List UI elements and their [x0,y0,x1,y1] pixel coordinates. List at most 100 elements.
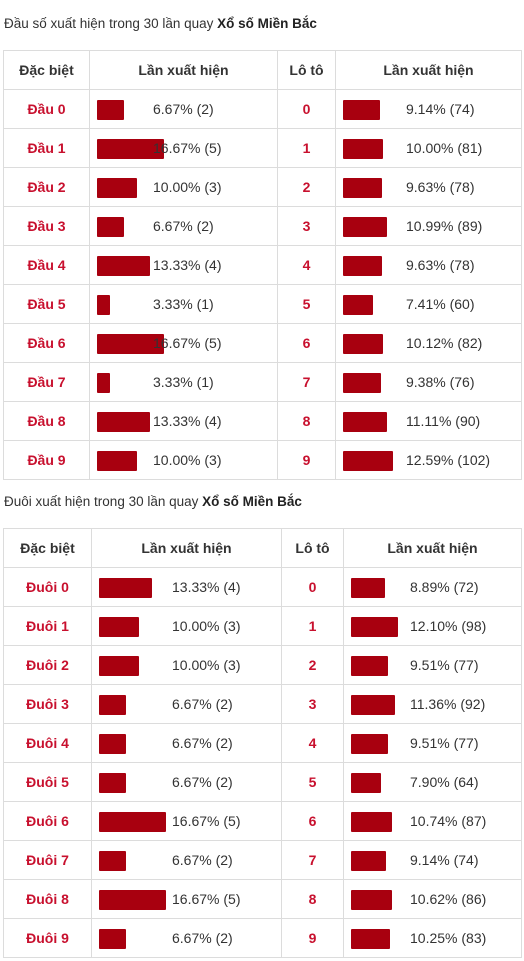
lo-number: 1 [277,128,336,168]
lo-number: 7 [277,362,336,402]
db-frequency-value: 6.67% (2) [172,930,233,946]
lo-number: 0 [281,567,344,607]
table-row: Đầu 2 10.00% (3) 2 9.63% (78) [3,167,522,207]
row-label: Đầu 9 [3,440,90,480]
db-frequency-bar [97,412,150,432]
db-frequency-bar [99,734,126,754]
lo-frequency-cell: 8.89% (72) [343,567,522,607]
row-label: Đuôi 1 [3,606,92,646]
lo-frequency-value: 11.11% (90) [406,413,481,429]
lo-number: 5 [281,762,344,802]
table-row: Đuôi 1 10.00% (3) 1 12.10% (98) [3,606,522,646]
row-label: Đuôi 3 [3,684,92,724]
lo-number: 4 [281,723,344,763]
lo-frequency-cell: 10.99% (89) [335,206,522,246]
lo-frequency-bar [351,695,395,715]
row-label: Đuôi 8 [3,879,92,919]
db-frequency-bar [97,256,150,276]
lo-frequency-cell: 12.59% (102) [335,440,522,480]
row-label: Đuôi 5 [3,762,92,802]
lo-frequency-bar [351,734,388,754]
header-lan-xuat-hien: Lần xuất hiện [335,50,522,90]
lo-number: 3 [277,206,336,246]
db-frequency-value: 13.33% (4) [172,579,241,595]
lo-frequency-cell: 9.51% (77) [343,723,522,763]
db-frequency-bar [99,656,139,676]
section-title-text: Đuôi xuất hiện trong 30 lần quay [4,494,199,509]
db-frequency-cell: 16.67% (5) [89,128,278,168]
db-frequency-cell: 6.67% (2) [91,684,282,724]
db-frequency-bar [97,451,137,471]
table-row: Đuôi 6 16.67% (5) 6 10.74% (87) [3,801,522,841]
lo-frequency-bar [351,578,385,598]
lo-frequency-bar [351,773,381,793]
lo-frequency-value: 9.51% (77) [410,657,479,673]
lo-frequency-cell: 9.51% (77) [343,645,522,685]
db-frequency-cell: 3.33% (1) [89,362,278,402]
db-frequency-bar [97,295,110,315]
db-frequency-value: 16.67% (5) [172,813,241,829]
lo-frequency-cell: 10.74% (87) [343,801,522,841]
db-frequency-cell: 16.67% (5) [89,323,278,363]
section-title-dau: Đầu số xuất hiện trong 30 lần quay Xổ số… [0,12,317,36]
lo-number: 8 [281,879,344,919]
header-lan-xuat-hien: Lần xuất hiện [91,528,282,568]
db-frequency-cell: 10.00% (3) [89,167,278,207]
row-label: Đầu 1 [3,128,90,168]
db-frequency-value: 3.33% (1) [153,374,214,390]
row-label: Đầu 7 [3,362,90,402]
lo-frequency-value: 9.51% (77) [410,735,479,751]
lo-frequency-value: 9.14% (74) [410,852,479,868]
db-frequency-cell: 13.33% (4) [89,245,278,285]
db-frequency-bar [99,773,126,793]
lo-frequency-cell: 9.38% (76) [335,362,522,402]
lo-frequency-cell: 12.10% (98) [343,606,522,646]
lo-frequency-value: 8.89% (72) [410,579,479,595]
table-row: Đuôi 5 6.67% (2) 5 7.90% (64) [3,762,522,802]
db-frequency-value: 16.67% (5) [153,140,222,156]
lo-number: 9 [281,918,344,958]
lo-frequency-cell: 10.62% (86) [343,879,522,919]
lo-frequency-value: 9.63% (78) [406,257,475,273]
lo-frequency-value: 10.00% (81) [406,140,483,156]
table-row: Đầu 7 3.33% (1) 7 9.38% (76) [3,362,522,402]
table-row: Đầu 1 16.67% (5) 1 10.00% (81) [3,128,522,168]
row-label: Đuôi 0 [3,567,92,607]
db-frequency-value: 3.33% (1) [153,296,214,312]
lo-number: 7 [281,840,344,880]
db-frequency-cell: 10.00% (3) [91,645,282,685]
lo-frequency-cell: 11.36% (92) [343,684,522,724]
table-row: Đầu 6 16.67% (5) 6 10.12% (82) [3,323,522,363]
lo-frequency-bar [351,929,390,949]
lo-number: 2 [277,167,336,207]
db-frequency-cell: 16.67% (5) [91,801,282,841]
db-frequency-value: 6.67% (2) [172,852,233,868]
db-frequency-value: 10.00% (3) [153,452,222,468]
lo-frequency-value: 12.10% (98) [410,618,487,634]
table-row: Đuôi 7 6.67% (2) 7 9.14% (74) [3,840,522,880]
db-frequency-cell: 10.00% (3) [89,440,278,480]
lo-frequency-cell: 11.11% (90) [335,401,522,441]
lo-frequency-bar [343,334,383,354]
lo-frequency-value: 7.90% (64) [410,774,479,790]
lo-number: 9 [277,440,336,480]
db-frequency-cell: 10.00% (3) [91,606,282,646]
db-frequency-bar [99,578,152,598]
db-frequency-cell: 3.33% (1) [89,284,278,324]
lo-frequency-bar [343,451,393,471]
lo-frequency-cell: 7.90% (64) [343,762,522,802]
lo-frequency-bar [343,373,381,393]
db-frequency-bar [97,217,124,237]
db-frequency-bar [97,334,164,354]
db-frequency-value: 6.67% (2) [172,735,233,751]
db-frequency-value: 13.33% (4) [153,413,222,429]
table-row: Đầu 5 3.33% (1) 5 7.41% (60) [3,284,522,324]
row-label: Đầu 3 [3,206,90,246]
db-frequency-cell: 16.67% (5) [91,879,282,919]
lo-frequency-value: 10.12% (82) [406,335,483,351]
lo-number: 0 [277,89,336,129]
lo-frequency-bar [343,178,382,198]
lo-frequency-value: 10.99% (89) [406,218,483,234]
lo-frequency-value: 11.36% (92) [410,696,486,712]
dau-stats-table: Đặc biệt Lần xuất hiện Lô tô Lần xuất hi… [3,50,522,480]
